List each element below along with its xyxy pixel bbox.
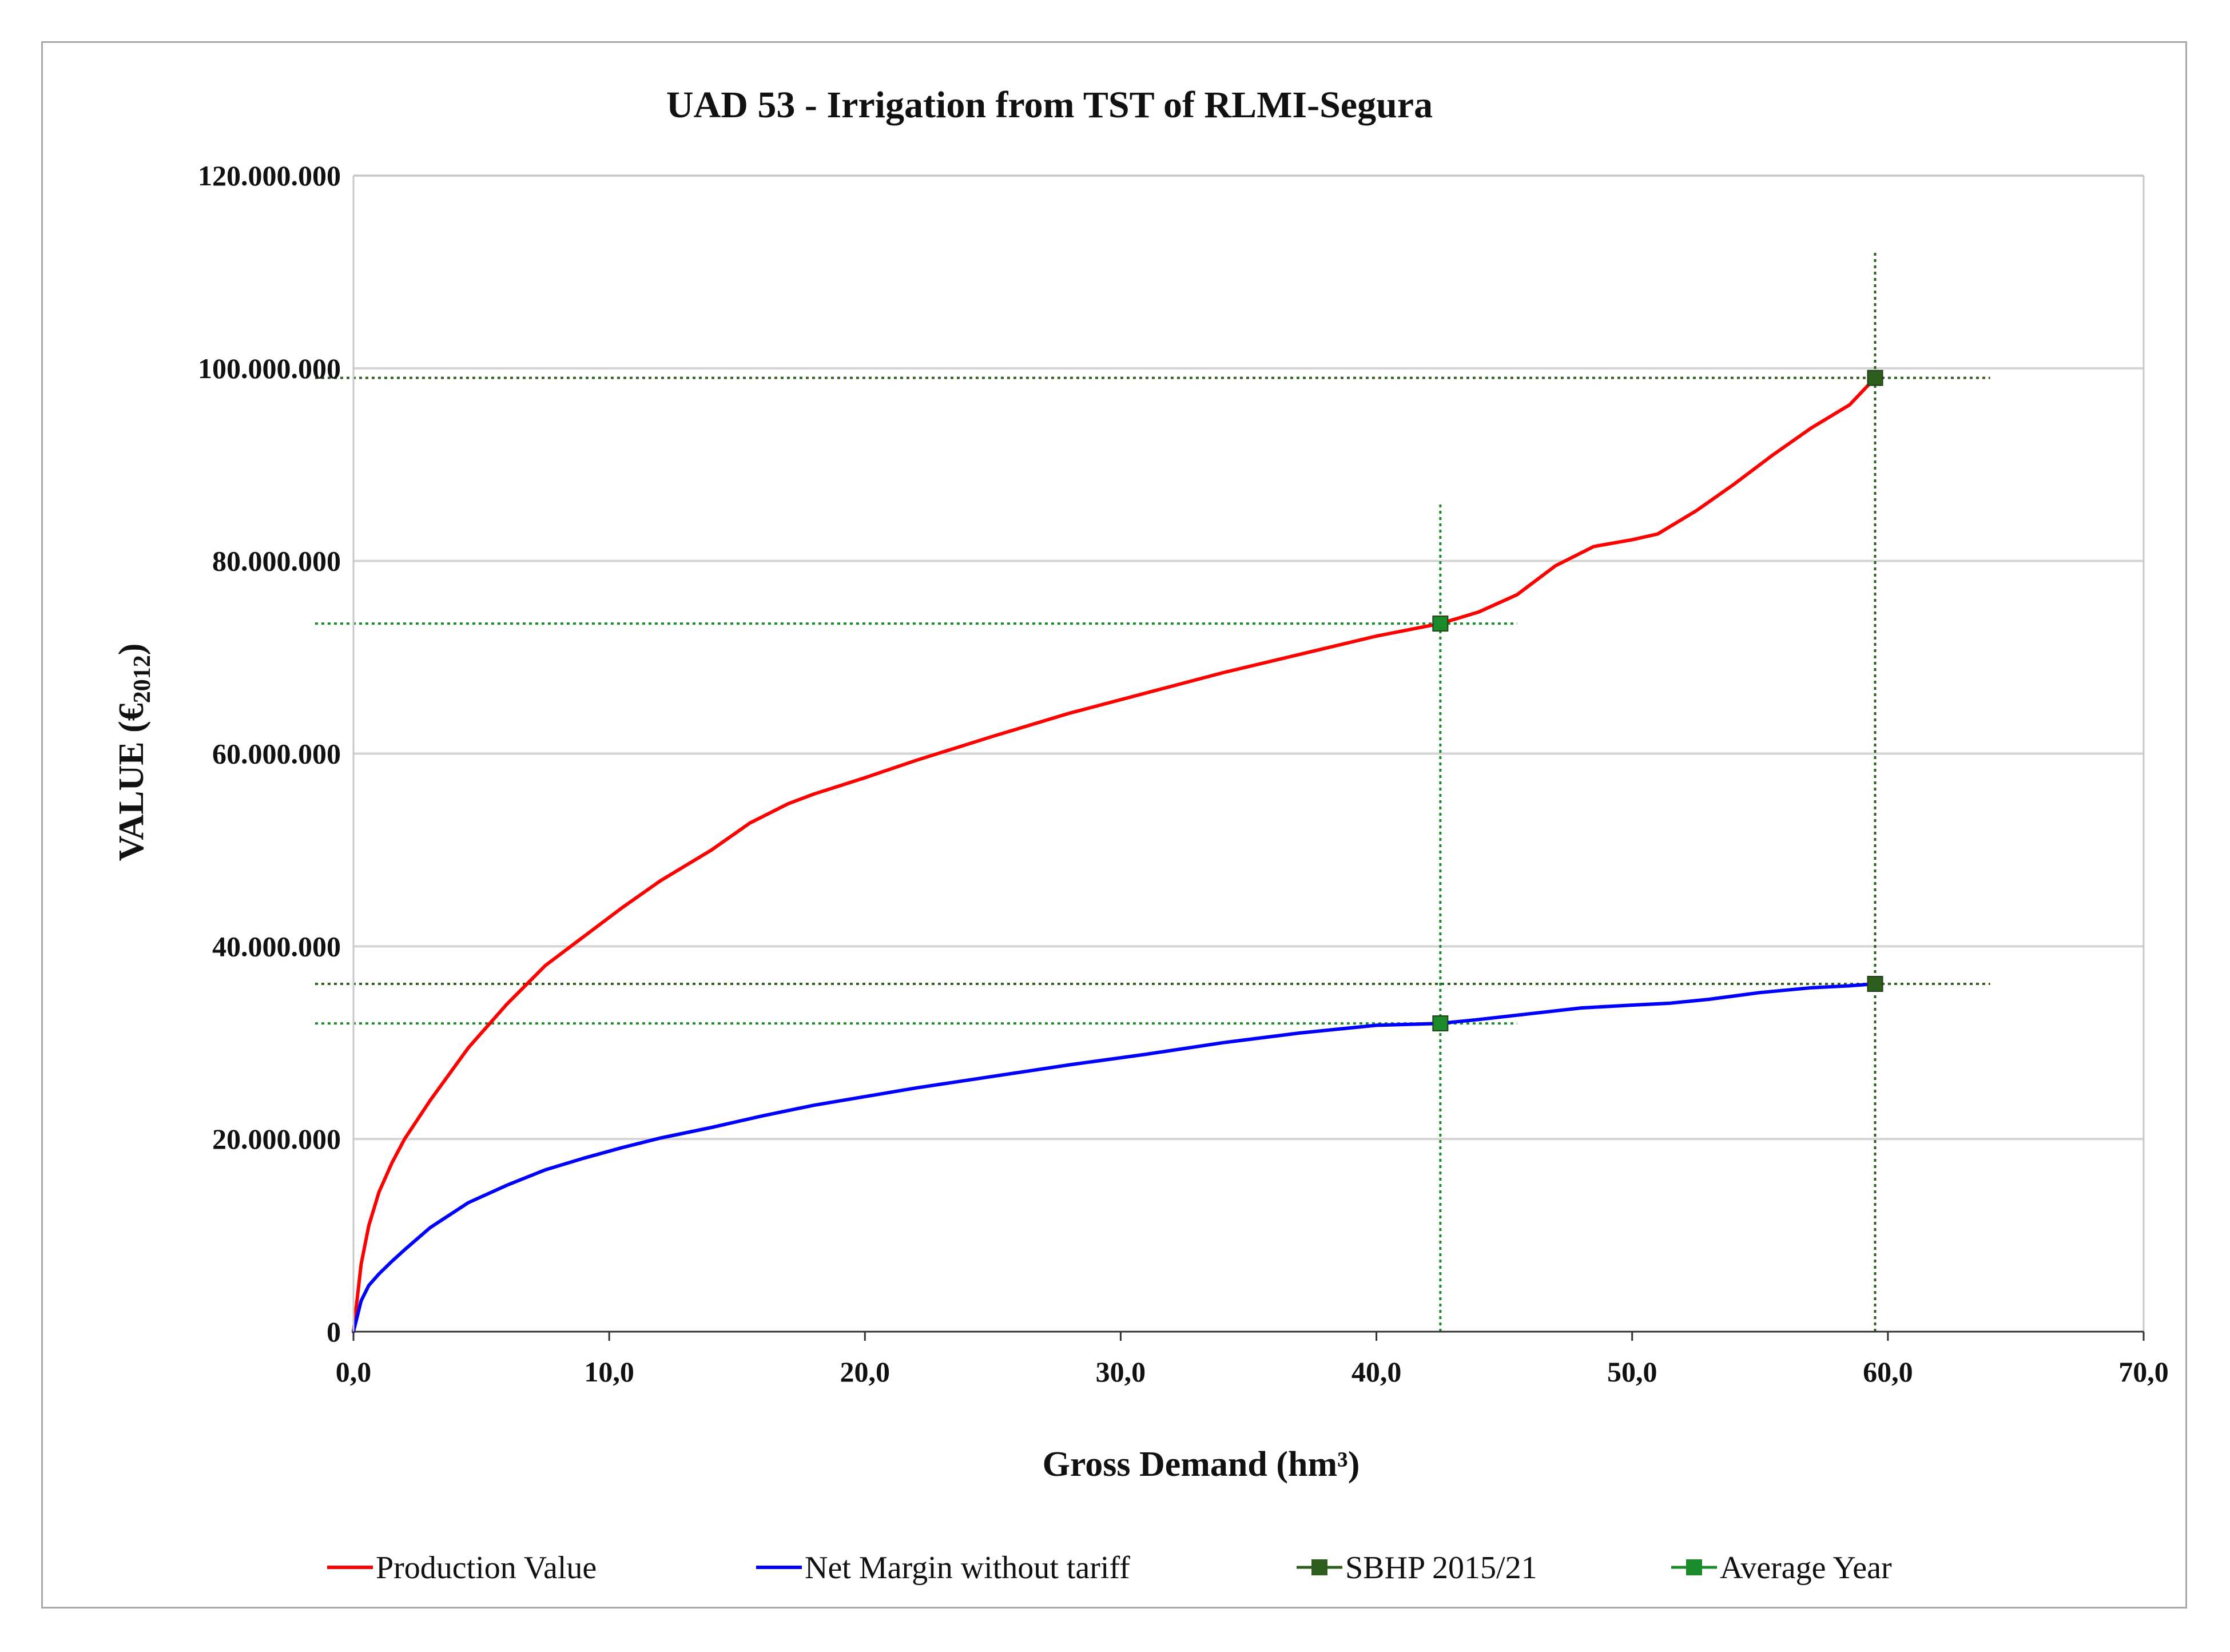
y-axis-title-subscript: 2012 xyxy=(129,655,156,703)
y-tick-labels: 0 20.000.000 40.000.000 60.000.000 80.000.00… xyxy=(198,160,341,1348)
x-tick-label: 30,0 xyxy=(1096,1356,1146,1388)
legend-marker-sbhp xyxy=(1311,1559,1327,1575)
x-tick-label: 40,0 xyxy=(1351,1356,1402,1388)
x-tick-label: 10,0 xyxy=(584,1356,634,1388)
x-tick-label: 60,0 xyxy=(1863,1356,1913,1388)
series-line-production-value xyxy=(352,376,1877,1333)
x-axis-title: Gross Demand (hm³) xyxy=(1043,1445,1360,1484)
legend-item-average-year: Average Year xyxy=(1671,1550,1892,1586)
legend-label-sbhp: SBHP 2015/21 xyxy=(1345,1550,1537,1586)
x-tick-label: 70,0 xyxy=(2118,1356,2169,1388)
y-tick-label: 100.000.000 xyxy=(198,352,341,384)
y-tick-label: 40.000.000 xyxy=(212,930,341,962)
series-line-net-margin-without-tariff xyxy=(352,982,1877,1333)
y-tick-label: 0 xyxy=(327,1316,341,1348)
marker-sbhp-2015-21 xyxy=(1867,976,1883,992)
x-tick-label: 20,0 xyxy=(840,1356,891,1388)
legend-label-net-margin: Net Margin without tariff xyxy=(805,1550,1130,1586)
legend-item-sbhp: SBHP 2015/21 xyxy=(1297,1550,1537,1586)
legend-marker-average-year xyxy=(1686,1559,1702,1575)
legend-label-average-year: Average Year xyxy=(1720,1550,1892,1586)
y-axis-title: VALUE (€2012) xyxy=(112,644,156,861)
y-tick-label: 20.000.000 xyxy=(212,1123,341,1155)
y-axis-title-end: ) xyxy=(112,644,151,656)
legend-label-production-value: Production Value xyxy=(376,1550,597,1586)
y-tick-label: 60.000.000 xyxy=(212,738,341,770)
chart-title: UAD 53 - Irrigation from TST of RLMI-Seg… xyxy=(666,84,1433,126)
reference-lines xyxy=(315,252,1990,1332)
legend-item-net-margin: Net Margin without tariff xyxy=(756,1550,1130,1586)
marker-average-year xyxy=(1432,615,1449,632)
marker-sbhp-2015-21 xyxy=(1867,370,1883,386)
chart-svg: UAD 53 - Irrigation from TST of RLMI-Seg… xyxy=(112,84,2169,1586)
x-tick-label: 50,0 xyxy=(1607,1356,1657,1388)
legend-item-production-value: Production Value xyxy=(327,1550,597,1586)
x-tick-label: 0,0 xyxy=(336,1356,372,1388)
y-axis-title-main: VALUE (€ xyxy=(112,703,151,861)
legend: Production Value Net Margin without tari… xyxy=(327,1550,1892,1586)
series-lines xyxy=(352,376,1877,1333)
y-tick-label: 120.000.000 xyxy=(198,160,341,192)
x-tick-labels: 0,0 10,0 20,0 30,0 40,0 50,0 60,0 70,0 xyxy=(336,1332,2169,1388)
y-tick-label: 80.000.000 xyxy=(212,545,341,577)
marker-average-year xyxy=(1432,1015,1449,1032)
series-markers xyxy=(1432,370,1883,1032)
chart-frame: UAD 53 - Irrigation from TST of RLMI-Seg… xyxy=(41,41,2187,1609)
